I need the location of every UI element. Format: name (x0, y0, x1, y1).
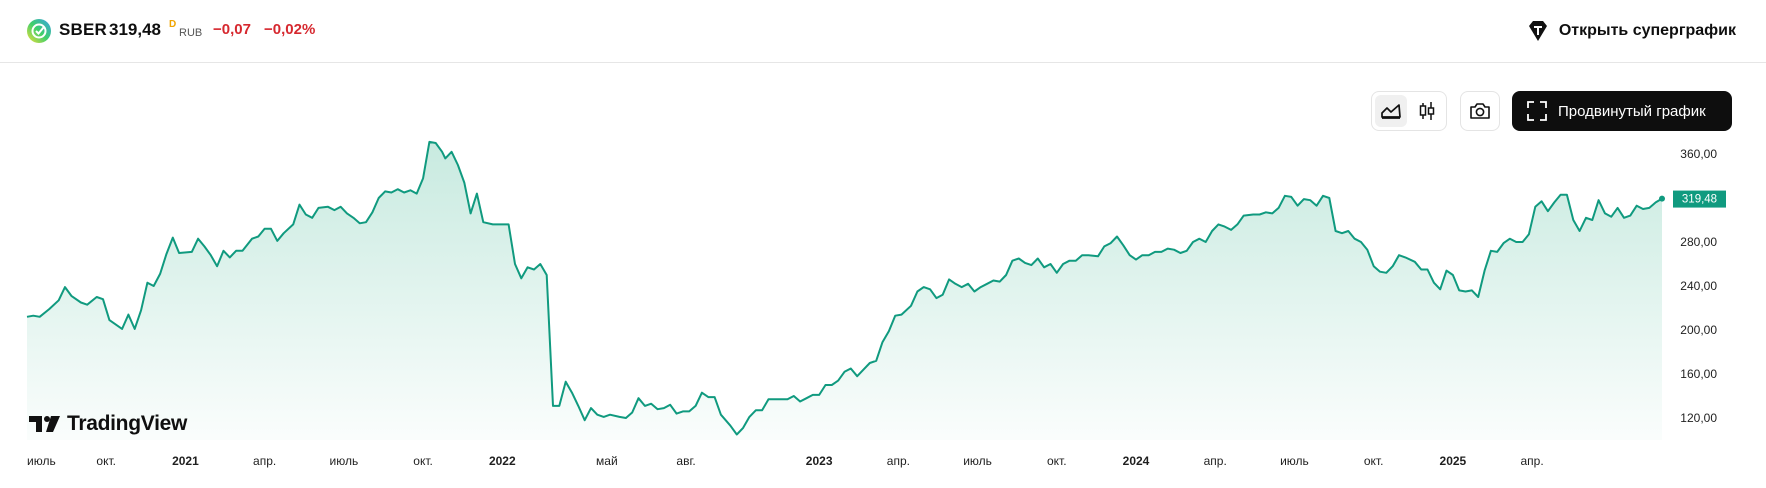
chart-type-switcher (1371, 91, 1447, 131)
y-tick-label: 360,00 (1680, 147, 1717, 161)
camera-icon (1470, 103, 1490, 119)
x-tick-label: 2022 (489, 454, 516, 468)
x-tick-label: 2024 (1123, 454, 1150, 468)
x-tick-label: окт. (1047, 454, 1067, 468)
price-change-absolute: −0,07 (213, 21, 251, 38)
x-tick-label: окт. (413, 454, 433, 468)
price-line (26, 140, 1663, 436)
x-tick-label: окт. (96, 454, 116, 468)
x-tick-label: апр. (1520, 454, 1543, 468)
last-price: 319,48 (109, 20, 161, 39)
screenshot-button[interactable] (1460, 91, 1500, 131)
last-price-label-box (1673, 190, 1726, 208)
price-chart[interactable]: 360,00 280,00 240,00 200,00 160,00 120,00 319,… (0, 140, 1766, 488)
last-price-dot (1659, 195, 1665, 202)
open-supergraph-button[interactable]: Открыть суперграфик (1525, 16, 1736, 46)
x-tick-label: 2025 (1440, 454, 1467, 468)
area-chart-icon (1381, 104, 1401, 119)
diamond-icon (1528, 21, 1547, 41)
advanced-chart-label: Продвинутый график (1558, 102, 1706, 120)
candlestick-icon (1419, 102, 1435, 120)
x-tick-label: апр. (253, 454, 276, 468)
area-chart-button[interactable] (1375, 95, 1407, 127)
x-tick-label: 2023 (806, 454, 833, 468)
open-supergraph-label: Открыть суперграфик (1558, 22, 1736, 39)
sber-logo-icon (27, 19, 51, 43)
tradingview-logo-icon (29, 416, 60, 432)
ticker-symbol: SBER (59, 20, 108, 39)
x-tick-label: авг. (676, 454, 695, 468)
y-tick-label: 240,00 (1680, 279, 1717, 293)
quote-header: SBER 319,48 D RUB −0,07 −0,02% Открыть с… (0, 0, 1766, 63)
x-tick-label: 2021 (172, 454, 199, 468)
x-tick-label: апр. (1204, 454, 1227, 468)
tradingview-logo: TradingView (29, 412, 187, 436)
fullscreen-icon (1527, 101, 1547, 121)
delayed-badge: D (169, 19, 177, 30)
price-change-percent: −0,02% (264, 21, 316, 38)
y-tick-label: 160,00 (1680, 367, 1717, 381)
x-tick-label: июль (330, 454, 359, 468)
currency-label: RUB (179, 27, 203, 39)
tradingview-wordmark: TradingView (67, 412, 188, 435)
x-tick-label: июль (963, 454, 992, 468)
y-tick-label: 120,00 (1680, 411, 1717, 425)
advanced-chart-button[interactable]: Продвинутый график (1512, 91, 1732, 131)
last-price-label: 319,48 (1682, 194, 1717, 206)
candlestick-button[interactable] (1411, 95, 1443, 127)
x-tick-label: май (596, 454, 618, 468)
y-tick-label: 200,00 (1680, 323, 1717, 337)
price-area-fill (27, 141, 1662, 440)
x-tick-label: апр. (887, 454, 910, 468)
x-tick-label: июль (27, 454, 56, 468)
x-tick-label: окт. (1364, 454, 1384, 468)
x-tick-label: июль (1280, 454, 1309, 468)
y-tick-label: 280,00 (1680, 235, 1717, 249)
